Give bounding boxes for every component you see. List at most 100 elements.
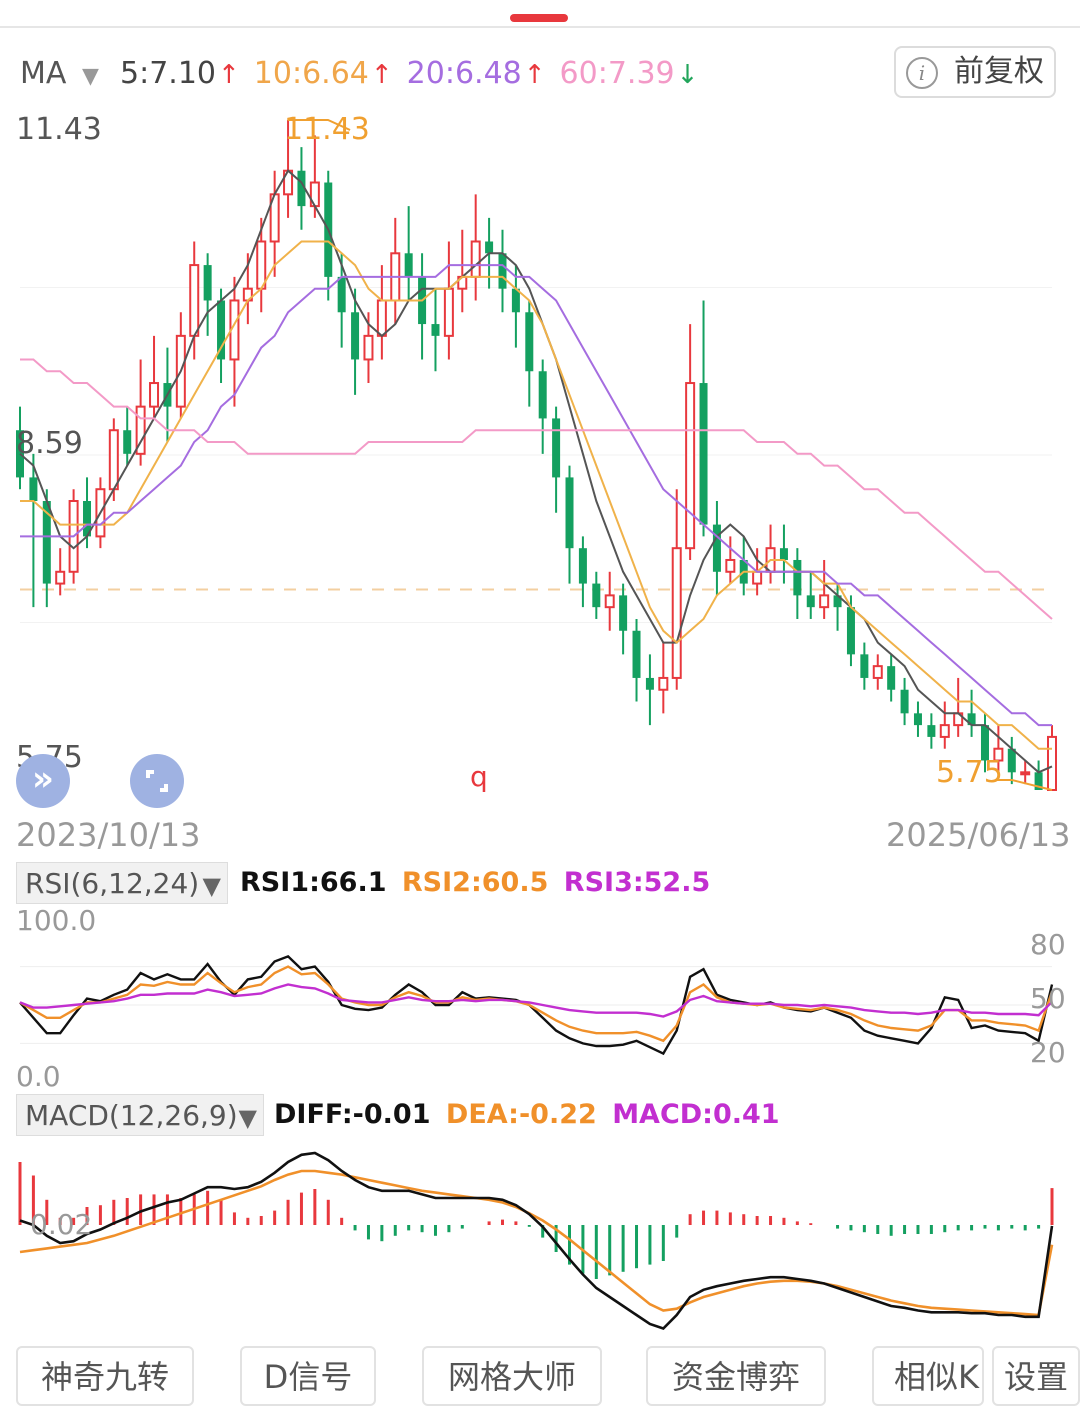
- rsi-80-label: 80: [1030, 928, 1066, 961]
- candle-body-down: [404, 253, 413, 277]
- candle-body-up: [470, 240, 481, 278]
- rsi-line-rsi1: [19, 955, 1054, 1056]
- ma-selector[interactable]: MA ▼: [20, 52, 99, 96]
- rsi-top-label: 100.0: [16, 904, 97, 937]
- rsi-chart[interactable]: [0, 935, 1080, 1075]
- candle-body-up: [376, 299, 387, 337]
- macd-selector-label: MACD(12,26,9): [25, 1099, 238, 1132]
- macd-line-diff: [19, 1151, 1054, 1330]
- price-chart[interactable]: [0, 100, 1080, 810]
- candle-body-up: [671, 547, 682, 679]
- rsi-values: RSI1:66.1 RSI2:60.5 RSI3:52.5: [240, 862, 710, 904]
- candle-body-up: [363, 334, 374, 361]
- price-mid-label: 8.59: [16, 426, 83, 461]
- rsi-20-label: 20: [1030, 1036, 1066, 1069]
- fullscreen-button[interactable]: [130, 754, 184, 808]
- expand-left-button[interactable]: »: [16, 754, 70, 808]
- date-start-label: 2023/10/13: [16, 816, 201, 854]
- fq-button-label: 前复权: [954, 54, 1044, 89]
- rsi-line-rsi2: [19, 965, 1054, 1043]
- tab-d-signal[interactable]: D信号: [240, 1346, 376, 1406]
- arrow-down-icon: ↓: [676, 60, 699, 90]
- diff-value: DIFF:-0.01: [274, 1099, 431, 1130]
- rsi-selector[interactable]: RSI(6,12,24) ▼: [16, 862, 228, 904]
- candle-body-down: [123, 430, 132, 454]
- candle-body-up: [993, 747, 1004, 762]
- dea-value: DEA:-0.22: [445, 1099, 597, 1130]
- rsi-line-rsi3: [19, 983, 1053, 1018]
- macd-line-dea: [19, 1169, 1054, 1317]
- macd-zero-label: 0.02: [30, 1208, 93, 1241]
- tab-settings[interactable]: 设置: [992, 1346, 1080, 1406]
- candle-body-up: [55, 570, 66, 585]
- ma-value-0: 5:7.10↑: [120, 56, 240, 91]
- candle-body-down: [913, 713, 922, 726]
- rsi-selector-label: RSI(6,12,24): [25, 867, 200, 900]
- candle-body-up: [819, 594, 830, 609]
- candle-body-down: [699, 383, 708, 525]
- candle-body-down: [498, 253, 507, 289]
- ma-line-ma10: [20, 240, 1052, 750]
- price-max-label: 11.43: [16, 112, 102, 147]
- ma-label: MA: [20, 56, 67, 91]
- fullscreen-icon: [146, 770, 168, 792]
- candle-body-down: [485, 241, 494, 254]
- candle-body-down: [900, 689, 909, 714]
- high-marker-label: 11.43: [284, 112, 370, 147]
- macd-selector[interactable]: MACD(12,26,9) ▼: [16, 1094, 264, 1136]
- low-marker-line: [996, 779, 1053, 791]
- tab-nine-turn[interactable]: 神奇九转: [16, 1346, 194, 1406]
- fq-button[interactable]: i 前复权: [894, 46, 1056, 98]
- rsi2-value: RSI2:60.5: [401, 867, 549, 898]
- candle-body-up: [1020, 771, 1031, 776]
- chevron-down-icon: ▼: [202, 872, 221, 900]
- candle-body-down: [980, 725, 989, 761]
- candle-body-up: [752, 570, 763, 585]
- ma-value-text: 60:7.39: [559, 56, 675, 91]
- ma-value-text: 20:6.48: [406, 56, 522, 91]
- ma-value-2: 20:6.48↑: [407, 56, 546, 91]
- ma-value-text: 10:6.64: [253, 56, 369, 91]
- chevron-down-icon: ▼: [238, 1104, 257, 1132]
- candle-body-up: [135, 405, 146, 455]
- candle-body-down: [565, 477, 574, 549]
- candle-body-up: [872, 665, 883, 679]
- ma-values: 5:7.10↑ 10:6.64↑ 20:6.48↑ 60:7.39↓: [120, 52, 712, 96]
- cursor-label: q: [470, 760, 488, 793]
- candle-body-down: [538, 371, 547, 419]
- candle-body-down: [1007, 748, 1016, 773]
- candle-body-down: [525, 312, 534, 372]
- arrow-up-icon: ↑: [218, 60, 240, 90]
- top-bar: [0, 0, 1080, 28]
- candle-body-up: [108, 429, 119, 491]
- ma-value-3: 60:7.39↓: [560, 56, 699, 91]
- rsi3-value: RSI3:52.5: [563, 867, 711, 898]
- high-marker-line: [288, 119, 351, 131]
- candle-body-down: [632, 630, 641, 678]
- candle-body-down: [592, 583, 601, 608]
- candle-body-up: [939, 724, 950, 738]
- tab-grid-master[interactable]: 网格大师: [422, 1346, 602, 1406]
- candle-body-down: [351, 312, 360, 360]
- macd-chart[interactable]: [0, 1135, 1080, 1335]
- tab-similar-k[interactable]: 相似K: [872, 1346, 984, 1406]
- candle-body-up: [256, 240, 267, 290]
- rsi-50-label: 50: [1030, 982, 1066, 1015]
- candle-body-up: [149, 382, 160, 408]
- info-icon: i: [906, 57, 938, 89]
- candle-body-down: [712, 524, 721, 572]
- arrow-up-icon: ↑: [523, 60, 546, 90]
- candle-body-down: [203, 265, 212, 301]
- candle-body-down: [29, 477, 38, 502]
- candle-body-up: [725, 558, 736, 573]
- drag-handle[interactable]: [510, 14, 568, 22]
- candle-body-down: [1034, 772, 1043, 790]
- candle-body-down: [217, 300, 226, 360]
- tab-fund-game[interactable]: 资金博弈: [646, 1346, 826, 1406]
- low-marker-label: 5.75: [936, 755, 1003, 790]
- candle-body-up: [685, 382, 696, 550]
- candle-body-down: [337, 276, 346, 313]
- candle-body-up: [604, 594, 615, 609]
- candle-body-down: [645, 677, 654, 690]
- candle-body-down: [846, 607, 855, 655]
